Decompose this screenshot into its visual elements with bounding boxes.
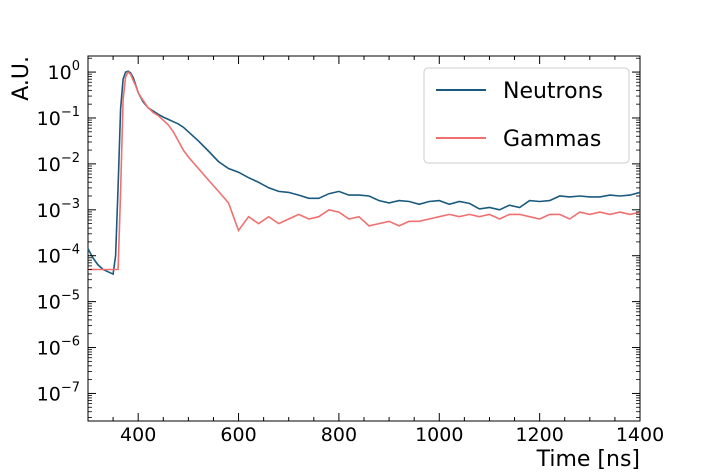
y-axis-label: A.U. <box>9 56 34 101</box>
series-line-neutrons <box>87 70 641 276</box>
legend-label-neutrons: Neutrons <box>503 79 603 104</box>
y-tick-label: 10−7 <box>37 380 80 405</box>
series-line-gammas <box>88 70 641 271</box>
y-tick-label: 10−5 <box>37 289 80 314</box>
y-tick-label: 10−3 <box>37 197 80 222</box>
x-tick-label: 1200 <box>515 424 563 446</box>
y-tick-label: 100 <box>48 59 80 84</box>
y-tick-label: 10−1 <box>37 105 80 130</box>
y-tick-label: 10−4 <box>37 243 80 268</box>
legend-box <box>423 67 630 164</box>
x-tick-label: 1400 <box>616 424 664 446</box>
x-axis-label: Time [ns] <box>536 447 640 472</box>
y-tick-label: 10−6 <box>37 335 80 360</box>
legend-label-gammas: Gammas <box>503 127 601 152</box>
x-tick-label: 1000 <box>415 424 463 446</box>
y-tick-label: 10−2 <box>37 151 80 176</box>
x-tick-label: 600 <box>220 424 256 446</box>
x-tick-label: 400 <box>120 424 156 446</box>
x-tick-label: 800 <box>321 424 357 446</box>
